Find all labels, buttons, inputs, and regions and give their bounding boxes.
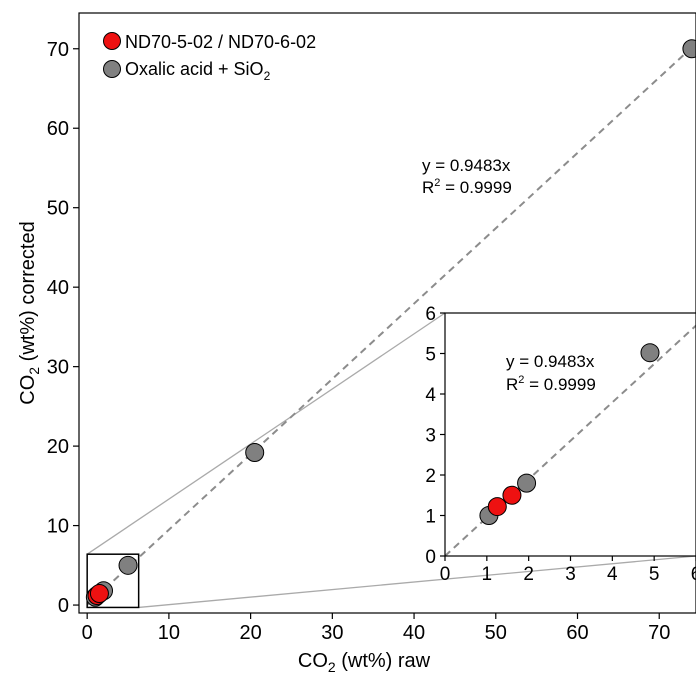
y-axis-title: CO2 (wt%) corrected: [17, 221, 42, 404]
inset-y-tick-label: 2: [425, 466, 436, 487]
inset-fit-r2: R2 = 0.9999: [506, 374, 596, 394]
legend: ND70-5-02 / ND70-6-02 Oxalic acid + SiO2: [103, 32, 316, 83]
x-tick-label: 30: [321, 622, 343, 644]
x-tick-label: 40: [403, 622, 425, 644]
y-tick-label: 40: [47, 277, 69, 299]
point-oxalic-acid: [118, 555, 138, 575]
inset-x-tick-label: 5: [649, 564, 660, 585]
main-fit-line: [86, 42, 696, 606]
inset-y-tick-label: 5: [425, 345, 436, 366]
x-tick-label: 70: [648, 622, 670, 644]
main-data-points: [85, 39, 696, 607]
inset-y-tick-label: 1: [425, 507, 436, 528]
y-tick-label: 20: [47, 436, 69, 458]
main-plot-frame: [78, 12, 696, 614]
main-fit-equation: y = 0.9483x: [422, 156, 511, 175]
main-y-axis-ticks: 0 10 20 30 40 50 60 70: [47, 39, 79, 617]
legend-marker-gray: [103, 60, 121, 78]
inset-y-tick-label: 6: [425, 304, 436, 325]
inset-y-tick-label: 4: [425, 385, 436, 406]
y-tick-label: 10: [47, 516, 69, 538]
zoom-connector-lines: [86, 312, 696, 609]
inset-x-axis-ticks: 0 1 2 3 4 5 6: [440, 556, 696, 585]
inset-x-tick-label: 1: [482, 564, 493, 585]
inset-x-tick-label: 3: [565, 564, 576, 585]
y-tick-label: 50: [47, 198, 69, 220]
point-oxalic-acid: [682, 39, 696, 59]
inset-point-oxalic-acid: [640, 343, 660, 363]
inset-x-tick-label: 2: [523, 564, 534, 585]
main-fit-r2: R2 = 0.9999: [422, 177, 512, 197]
x-tick-label: 20: [239, 622, 261, 644]
inset-plot: 0 1 2 3 4 5 6 0 1 2 3 4 5 6 y = 0.9483x R2 = 0.9999: [425, 304, 696, 585]
y-tick-label: 70: [47, 39, 69, 61]
legend-label-red: ND70-5-02 / ND70-6-02: [125, 32, 316, 52]
y-tick-label: 60: [47, 118, 69, 140]
point-nd70: [89, 584, 109, 604]
zoom-box: [86, 553, 140, 609]
inset-x-tick-label: 4: [607, 564, 618, 585]
inset-fit-equation: y = 0.9483x: [506, 352, 595, 371]
inset-point-nd70: [487, 497, 507, 517]
inset-data-points: [479, 343, 660, 525]
legend-marker-red: [103, 32, 121, 50]
main-x-axis-ticks: 0 10 20 30 40 50 60 70: [82, 613, 670, 644]
x-tick-label: 10: [158, 622, 180, 644]
x-tick-label: 0: [82, 622, 93, 644]
x-tick-label: 60: [566, 622, 588, 644]
inset-y-axis-ticks: 0 1 2 3 4 5 6: [425, 304, 445, 568]
inset-x-tick-label: 0: [440, 564, 451, 585]
inset-x-tick-label: 6: [691, 564, 696, 585]
inset-y-tick-label: 0: [425, 547, 436, 568]
y-tick-label: 0: [58, 595, 69, 617]
inset-y-tick-label: 3: [425, 426, 436, 447]
zoom-connector-top: [86, 312, 446, 555]
x-axis-title: CO2 (wt%) raw: [298, 650, 431, 675]
inset-point-oxalic-acid: [517, 473, 537, 493]
point-oxalic-acid: [245, 442, 265, 462]
legend-label-gray: Oxalic acid + SiO2: [125, 59, 271, 83]
y-tick-label: 30: [47, 357, 69, 379]
inset-point-nd70: [502, 485, 522, 505]
x-tick-label: 50: [485, 622, 507, 644]
zoom-connector-bottom: [138, 555, 696, 609]
